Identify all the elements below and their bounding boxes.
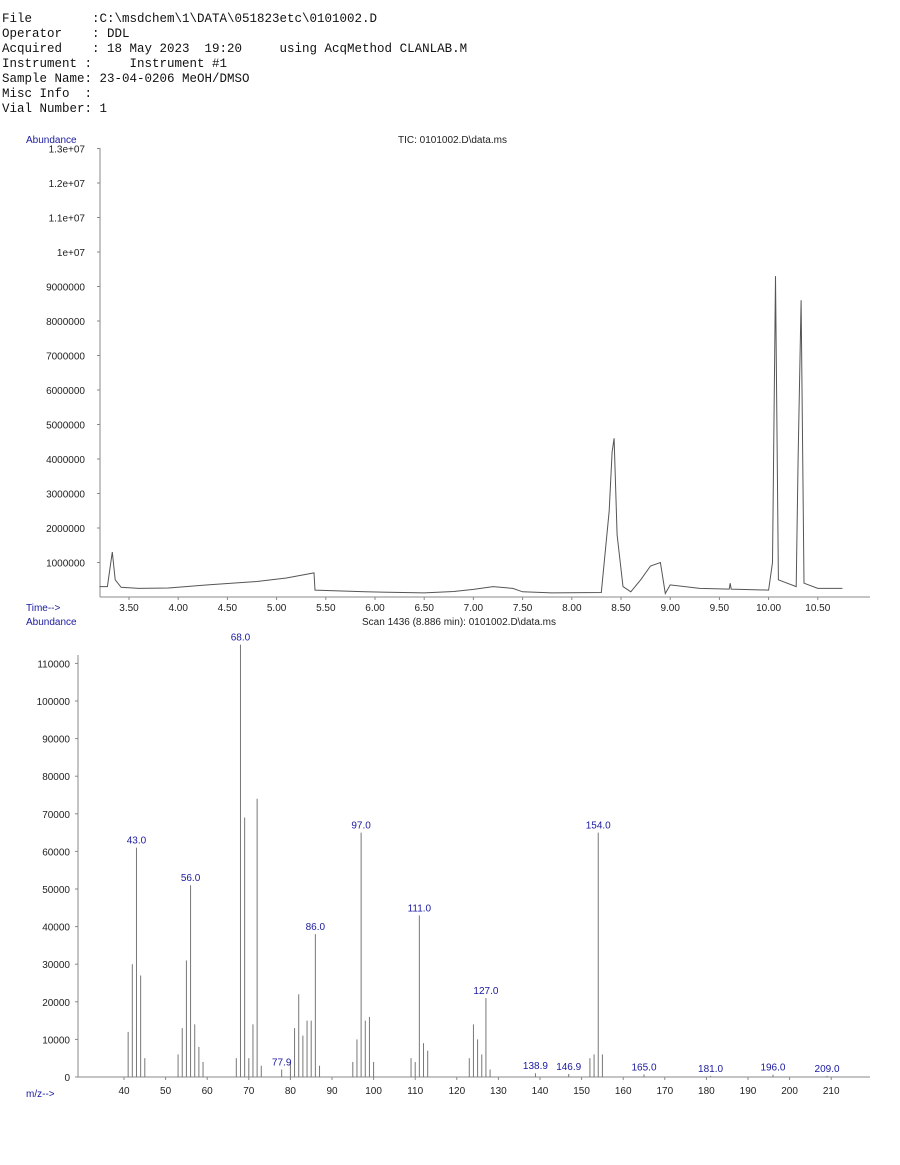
spectrum-y-tick-label: 40000 [42,923,70,934]
spectrum-ylabel: Abundance [26,617,77,628]
tic-y-tick-label: 3000000 [46,490,85,501]
acquired-line: Acquired : 18 May 2023 19:20 using AcqMe… [2,42,468,56]
spectrum-x-tick-label: 60 [202,1086,214,1097]
tic-x-tick-label: 6.50 [414,603,434,614]
tic-x-tick-label: 5.50 [316,603,336,614]
spectrum-x-tick-label: 150 [573,1086,590,1097]
tic-y-tick-label: 8000000 [46,317,85,328]
spectrum-y-tick-label: 110000 [37,659,70,670]
spectrum-x-tick-label: 80 [285,1086,297,1097]
spectrum-x-tick-label: 90 [326,1086,338,1097]
spectrum-x-tick-label: 160 [615,1086,632,1097]
spectrum-x-tick-label: 50 [160,1086,172,1097]
spectrum-x-tick-label: 130 [490,1086,507,1097]
tic-ylabel: Abundance [26,135,77,146]
tic-y-tick-label: 4000000 [46,455,85,466]
tic-y-tick-label: 7000000 [46,352,85,363]
instrument-line: Instrument : Instrument #1 [2,57,228,71]
spectrum-peak-label: 56.0 [181,873,201,884]
operator-line: Operator : DDL [2,27,130,41]
spectrum-peak-label: 146.9 [556,1062,581,1073]
spectrum-peak-label: 127.0 [473,986,498,997]
spectrum-y-tick-label: 0 [64,1073,70,1084]
spectrum-peak-label: 138.9 [523,1061,548,1072]
file-line: File :C:\msdchem\1\DATA\051823etc\010100… [2,12,378,26]
spectrum-y-tick-label: 90000 [42,735,70,746]
misc-info-line: Misc Info : [2,87,93,101]
spectrum-x-tick-label: 170 [656,1086,673,1097]
spectrum-y-tick-label: 10000 [42,1035,70,1046]
tic-y-tick-label: 1.1e+07 [49,214,86,225]
tic-x-tick-label: 6.00 [365,603,385,614]
tic-x-tick-label: 4.00 [168,603,188,614]
tic-trace [99,276,843,595]
tic-y-tick-label: 1000000 [46,559,85,570]
spectrum-x-tick-label: 140 [532,1086,549,1097]
tic-x-tick-label: 10.50 [805,603,830,614]
spectrum-x-tick-label: 120 [448,1086,465,1097]
spectrum-peak-label: 86.0 [306,922,326,933]
spectrum-x-tick-label: 210 [823,1086,840,1097]
tic-x-tick-label: 5.00 [267,603,287,614]
spectrum-y-tick-label: 100000 [37,697,71,708]
tic-y-tick-label: 9000000 [46,283,85,294]
spectrum-y-tick-label: 30000 [42,960,70,971]
spectrum-y-tick-label: 80000 [42,772,70,783]
report-header: File :C:\msdchem\1\DATA\051823etc\010100… [2,12,467,117]
spectrum-peak-label: 43.0 [127,836,147,847]
sample-name-line: Sample Name: 23-04-0206 MeOH/DMSO [2,72,250,86]
spectrum-x-tick-label: 110 [407,1086,423,1097]
tic-x-tick-label: 9.00 [660,603,680,614]
spectrum-peak-label: 77.9 [272,1057,292,1068]
tic-y-tick-label: 2000000 [46,524,85,535]
spectrum-peak-label: 209.0 [815,1064,840,1075]
tic-y-tick-label: 1.3e+07 [49,145,86,156]
spectrum-xlabel: m/z--> [26,1089,55,1100]
spectrum-y-tick-label: 50000 [42,885,70,896]
tic-title: TIC: 0101002.D\data.ms [398,135,507,146]
spectrum-x-tick-label: 40 [118,1086,130,1097]
spectrum-y-tick-label: 20000 [42,998,70,1009]
tic-x-tick-label: 10.00 [756,603,781,614]
spectrum-peak-label: 181.0 [698,1064,723,1075]
spectrum-x-tick-label: 70 [243,1086,255,1097]
spectrum-x-tick-label: 100 [365,1086,382,1097]
tic-x-tick-label: 8.00 [562,603,582,614]
tic-x-tick-label: 3.50 [119,603,139,614]
spectrum-peak-label: 68.0 [231,633,251,644]
spectrum-peak-label: 165.0 [631,1062,656,1073]
spectrum-peak-label: 154.0 [586,821,611,832]
tic-x-tick-label: 9.50 [710,603,730,614]
tic-x-tick-label: 7.00 [464,603,484,614]
tic-y-tick-label: 1.2e+07 [49,179,86,190]
tic-y-tick-label: 6000000 [46,386,85,397]
tic-x-tick-label: 7.50 [513,603,533,614]
tic-y-tick-label: 1e+07 [57,248,86,259]
spectrum-y-tick-label: 60000 [42,847,70,858]
spectrum-title: Scan 1436 (8.886 min): 0101002.D\data.ms [362,617,556,628]
spectrum-peak-label: 111.0 [408,903,432,914]
tic-y-tick-label: 5000000 [46,421,85,432]
spectrum-x-tick-label: 190 [740,1086,757,1097]
spectrum-peak-label: 196.0 [760,1063,785,1074]
spectrum-x-tick-label: 180 [698,1086,715,1097]
tic-x-tick-label: 8.50 [611,603,631,614]
spectrum-peak-label: 97.0 [351,821,371,832]
tic-x-tick-label: 4.50 [218,603,238,614]
tic-xlabel: Time--> [26,603,61,614]
vial-number-line: Vial Number: 1 [2,102,108,116]
spectrum-x-tick-label: 200 [781,1086,798,1097]
spectrum-y-tick-label: 70000 [42,810,70,821]
